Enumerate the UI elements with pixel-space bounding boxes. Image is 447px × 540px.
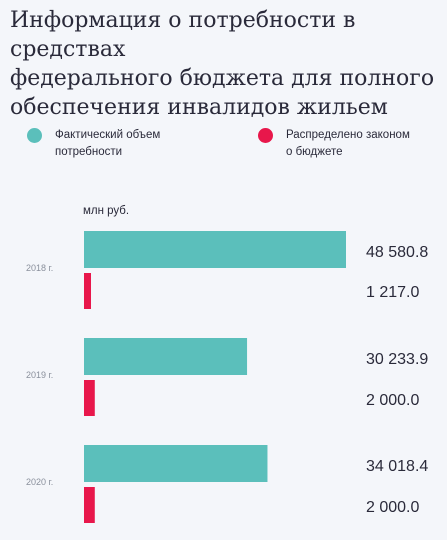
year-label: 2020 г.	[26, 477, 53, 487]
legend-label-allocated-2: о бюджете	[286, 146, 343, 158]
year-label: 2018 г.	[26, 263, 53, 273]
bar-demand	[84, 445, 268, 482]
value-label-allocated: 1 217.0	[366, 284, 419, 301]
bar-demand	[84, 231, 346, 268]
legend-label-demand-2: потребности	[55, 146, 123, 158]
value-label-allocated: 2 000.0	[366, 392, 419, 409]
legend-label-allocated-1: Распределено законом	[286, 129, 410, 141]
bar-demand	[84, 338, 248, 375]
bar-allocated	[84, 487, 95, 523]
unit-label: млн руб.	[83, 205, 130, 217]
value-label-demand: 34 018.4	[366, 458, 428, 475]
value-label-allocated: 2 000.0	[366, 499, 419, 516]
legend-item-allocated: Распределено законом о бюджете	[258, 127, 410, 161]
value-label-demand: 48 580.8	[366, 244, 428, 261]
bar-allocated	[84, 273, 91, 309]
legend-item-demand: Фактический объем потребности	[27, 127, 160, 161]
year-label: 2019 г.	[26, 370, 53, 380]
legend-dot-allocated	[258, 128, 273, 143]
title-line-2: федерального бюджета для полного	[10, 66, 435, 91]
chart-title: Информация о потребности в средствах фед…	[10, 6, 440, 122]
bar-allocated	[84, 380, 95, 416]
value-label-demand: 30 233.9	[366, 351, 428, 368]
title-line-1: Информация о потребности в средствах	[10, 8, 356, 62]
title-line-3: обеспечения инвалидов жильем	[10, 95, 388, 120]
legend-label-demand-1: Фактический объем	[55, 129, 161, 141]
legend-dot-demand	[27, 128, 42, 143]
